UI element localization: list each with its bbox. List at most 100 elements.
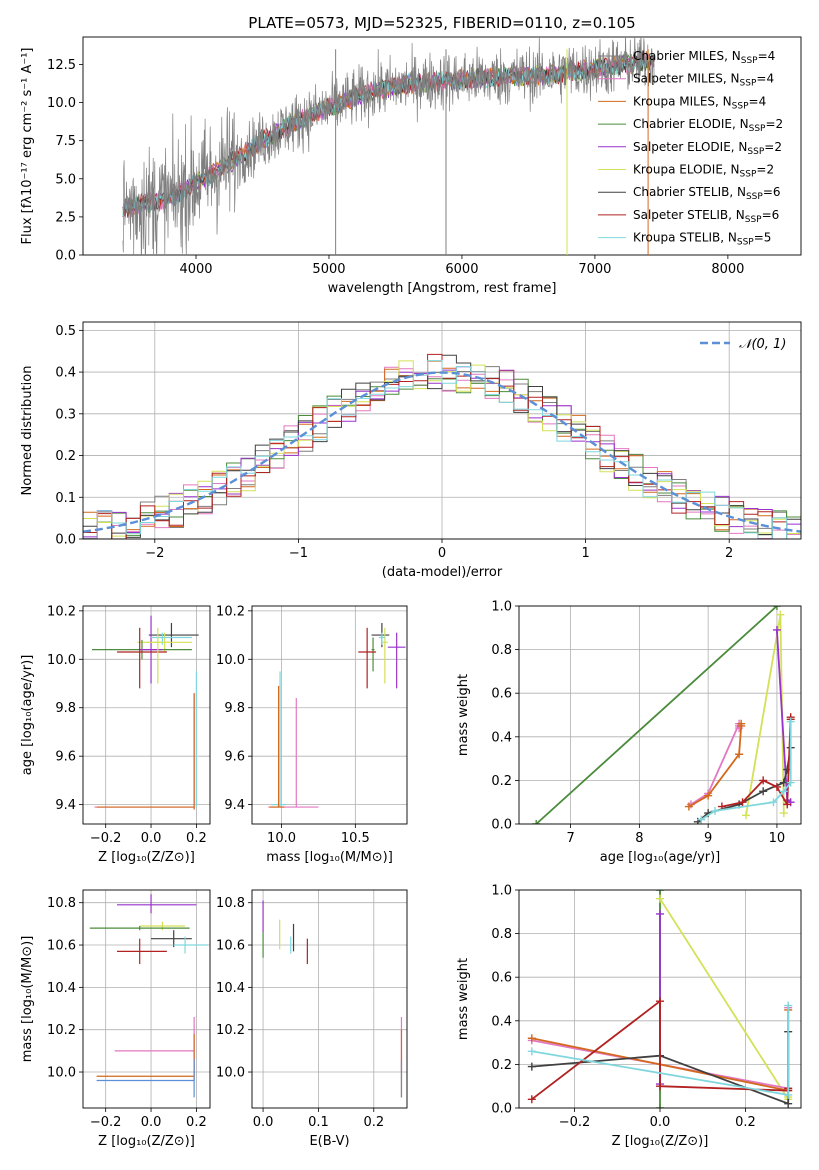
y-tick-label: 10.0 bbox=[216, 653, 245, 668]
y-tick-label: 10.0 bbox=[216, 1066, 245, 1081]
weight-marker bbox=[656, 909, 664, 918]
y-tick-label: 0.2 bbox=[491, 1058, 512, 1073]
x-tick-label: −0.2 bbox=[90, 1115, 122, 1130]
x-tick-label: 4000 bbox=[179, 262, 212, 277]
y-tick-label: 1.0 bbox=[491, 884, 512, 899]
age-vs-mass-panel: 10.0 10.5 9.4 9.6 9.8 10.0 10.2 mass [log₁₀(M/M… bbox=[216, 604, 408, 865]
x-axis-label: wavelength [Angstrom, rest frame] bbox=[328, 281, 557, 296]
weight-marker bbox=[527, 1034, 536, 1043]
x-axis-label: age [log₁₀(age/yr)] bbox=[600, 850, 721, 865]
y-tick-label: 12.5 bbox=[47, 58, 76, 73]
y-tick-label: 10.4 bbox=[216, 981, 245, 996]
weight-marker bbox=[656, 894, 664, 903]
weight-marker bbox=[656, 1082, 664, 1091]
weight-marker bbox=[769, 798, 778, 807]
y-tick-label: 0.5 bbox=[55, 324, 76, 339]
legend-entry: Salpeter STELIB, NSSP=6 bbox=[633, 208, 779, 225]
y-tick-label: 10.8 bbox=[47, 896, 76, 911]
axes-frame bbox=[518, 889, 802, 1109]
error-bars bbox=[89, 894, 208, 1098]
weight-marker bbox=[735, 750, 744, 759]
x-tick-label: 8 bbox=[635, 831, 643, 846]
x-tick-label: 10 bbox=[769, 831, 786, 846]
y-tick-label: 0.4 bbox=[491, 1014, 512, 1029]
y-tick-label: 0.0 bbox=[491, 1102, 512, 1117]
y-tick-label: 9.6 bbox=[224, 750, 245, 765]
y-axis-label: Flux [fλ10⁻¹⁷ erg cm⁻² s⁻¹ A⁻¹] bbox=[20, 48, 35, 245]
y-tick-label: 10.2 bbox=[47, 604, 76, 619]
weight-marker bbox=[784, 1090, 793, 1099]
y-tick-label: 9.4 bbox=[55, 798, 76, 813]
x-tick-label: 0.1 bbox=[308, 1115, 329, 1130]
weight-marker bbox=[779, 787, 788, 796]
x-tick-label: 0 bbox=[438, 546, 446, 561]
weight-line-chabrier_elodie bbox=[535, 606, 778, 824]
y-tick-label: 10.2 bbox=[47, 1023, 76, 1038]
weight-marker bbox=[527, 1062, 536, 1071]
weight-marker bbox=[776, 610, 785, 619]
y-axis-label: mass weight bbox=[456, 674, 471, 756]
x-axis-label: Z [log₁₀(Z/Z⊙)] bbox=[612, 1134, 709, 1149]
age-vs-metallicity-panel: −0.2 0.0 0.2 9.4 9.6 9.8 10.0 10.2 Z [log₁₀(Z/Z⊙… bbox=[20, 604, 211, 865]
weight-marker bbox=[656, 997, 664, 1006]
weight-marker bbox=[738, 798, 747, 807]
x-tick-label: 6000 bbox=[445, 262, 478, 277]
x-tick-label: 10.0 bbox=[267, 831, 296, 846]
x-tick-label: 7000 bbox=[578, 262, 611, 277]
observed-spectrum bbox=[122, 37, 655, 255]
x-tick-label: 0.2 bbox=[735, 1115, 756, 1130]
weight-marker bbox=[779, 778, 788, 787]
residual-histogram-panel: −2 −1 0 1 2 0.0 0.1 0.2 0.3 0.4 0.5 (data-model)/er… bbox=[20, 321, 802, 580]
weight-marker bbox=[697, 815, 706, 824]
weight-marker bbox=[772, 625, 781, 634]
weight-marker bbox=[759, 787, 768, 796]
y-tick-label: 9.8 bbox=[55, 701, 76, 716]
y-tick-label: 9.6 bbox=[55, 750, 76, 765]
weight-marker bbox=[684, 802, 693, 811]
y-axis-label: Normed distribution bbox=[20, 366, 35, 496]
weight-marker bbox=[656, 1104, 664, 1108]
weight-line-kroupa_stelib bbox=[700, 721, 792, 821]
weight-marker bbox=[784, 1099, 793, 1108]
y-tick-label: 0.0 bbox=[55, 249, 76, 264]
x-tick-label: 1 bbox=[581, 546, 589, 561]
x-tick-label: −0.2 bbox=[90, 831, 122, 846]
y-tick-label: 0.2 bbox=[491, 774, 512, 789]
weight-marker bbox=[779, 809, 788, 818]
y-tick-label: 5.0 bbox=[55, 172, 76, 187]
weight-marker bbox=[741, 811, 750, 820]
y-tick-label: 0.0 bbox=[55, 533, 76, 548]
axes-frame bbox=[82, 36, 802, 256]
y-axis-label: age [log₁₀(age/yr)] bbox=[20, 655, 35, 776]
weight-marker bbox=[656, 890, 664, 894]
x-tick-label: −2 bbox=[145, 546, 164, 561]
x-tick-label: 0.0 bbox=[253, 1115, 274, 1130]
y-tick-label: 10.4 bbox=[47, 981, 76, 996]
weight-lines bbox=[532, 606, 795, 824]
legend-entry: Chabrier MILES, NSSP=4 bbox=[633, 49, 775, 66]
weight-marker bbox=[786, 717, 795, 726]
chart-title: PLATE=0573, MJD=52325, FIBERID=0110, z=0… bbox=[248, 14, 635, 32]
y-tick-label: 9.4 bbox=[224, 798, 245, 813]
x-axis-label: Z [log₁₀(Z/Z⊙)] bbox=[98, 850, 195, 865]
y-tick-label: 0.0 bbox=[491, 818, 512, 833]
y-tick-label: 9.8 bbox=[224, 701, 245, 716]
legend-entry: Salpeter MILES, NSSP=4 bbox=[633, 72, 774, 89]
y-tick-label: 0.8 bbox=[491, 643, 512, 658]
spectrum-panel: 4000 5000 6000 7000 8000 0.0 2.5 5.0 7.5 10.0 12.5… bbox=[20, 14, 802, 296]
weight-marker bbox=[783, 800, 792, 809]
weight-marker bbox=[772, 606, 781, 610]
x-tick-label: 0.0 bbox=[141, 1115, 162, 1130]
y-tick-label: 0.4 bbox=[491, 730, 512, 745]
x-tick-label: 0.2 bbox=[186, 1115, 207, 1130]
y-tick-label: 0.8 bbox=[491, 927, 512, 942]
y-tick-label: 2.5 bbox=[55, 210, 76, 225]
legend-entry: Chabrier ELODIE, NSSP=2 bbox=[633, 117, 783, 134]
y-tick-label: 1.0 bbox=[491, 600, 512, 615]
y-tick-label: 0.1 bbox=[55, 491, 76, 506]
y-axis-label: mass [log₁₀(M/M⊙)] bbox=[20, 936, 35, 1063]
x-tick-label: 0.2 bbox=[363, 1115, 384, 1130]
y-tick-label: 10.6 bbox=[216, 939, 245, 954]
weight-marker bbox=[527, 1095, 536, 1104]
weight-vs-metallicity-panel: −0.2 0.0 0.2 0.0 0.2 0.4 0.6 0.8 1.0 Z [log₁₀(Z/Z… bbox=[456, 884, 802, 1149]
